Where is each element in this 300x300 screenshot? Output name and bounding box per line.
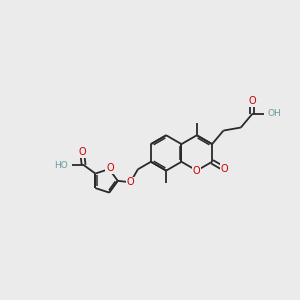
Text: O: O: [193, 166, 201, 176]
Text: OH: OH: [268, 110, 281, 118]
Text: O: O: [248, 96, 256, 106]
Text: O: O: [78, 147, 86, 157]
Text: HO: HO: [55, 160, 68, 169]
Text: O: O: [127, 177, 134, 187]
Text: O: O: [106, 163, 114, 173]
Text: O: O: [221, 164, 229, 174]
